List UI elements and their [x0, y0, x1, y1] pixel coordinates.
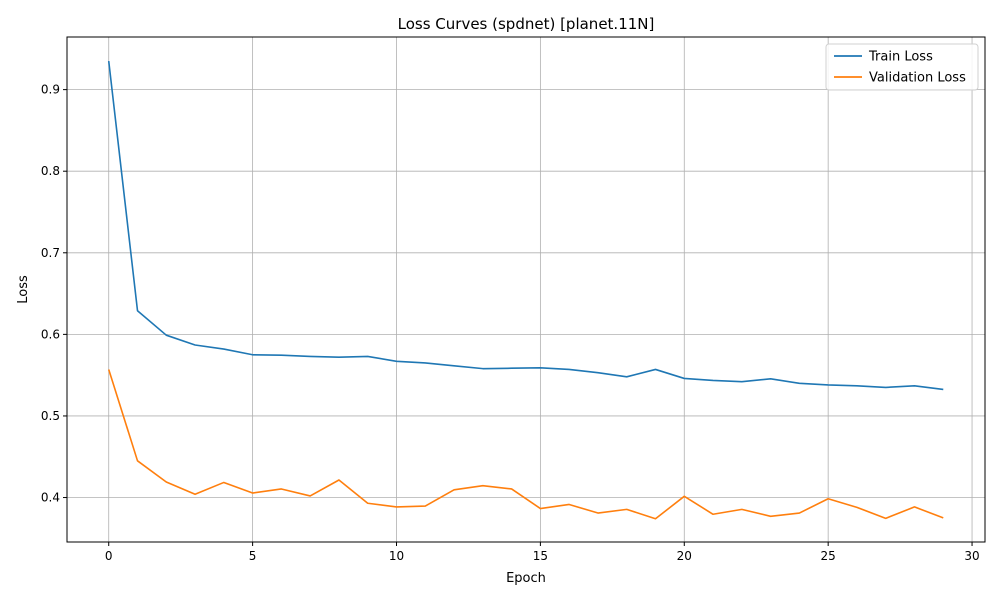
- plot-frame: [66, 36, 986, 543]
- y-tick-label: 0.7: [41, 246, 60, 260]
- series-layer: [107, 60, 944, 520]
- legend-label: Validation Loss: [869, 71, 966, 86]
- grid-lines: [67, 37, 985, 542]
- y-tick-label: 0.4: [41, 491, 60, 505]
- series-line-train-loss: [107, 60, 944, 391]
- series-line-validation-loss: [107, 369, 944, 520]
- x-tick-label: 0: [105, 549, 113, 563]
- legend: Train Loss Validation Loss: [825, 43, 979, 91]
- legend-label: Train Loss: [868, 50, 933, 65]
- x-tick-label: 10: [389, 549, 404, 563]
- y-axis-ticks: 0.4 0.5 0.6 0.7 0.8 0.9: [41, 83, 67, 505]
- y-tick-label: 0.9: [41, 83, 60, 97]
- x-tick-label: 5: [249, 549, 257, 563]
- x-tick-label: 30: [964, 549, 979, 563]
- y-axis-label: Loss: [16, 275, 31, 304]
- x-axis-label: Epoch: [506, 571, 546, 586]
- x-tick-label: 15: [533, 549, 548, 563]
- chart-title: Loss Curves (spdnet) [planet.11N]: [398, 15, 655, 33]
- legend-box: [825, 43, 979, 91]
- y-tick-label: 0.6: [41, 327, 60, 341]
- y-tick-label: 0.5: [41, 409, 60, 423]
- x-axis-ticks: 0 5 10 15 20 25 30: [105, 542, 980, 563]
- x-tick-label: 25: [821, 549, 836, 563]
- y-tick-label: 0.8: [41, 164, 60, 178]
- x-tick-label: 20: [677, 549, 692, 563]
